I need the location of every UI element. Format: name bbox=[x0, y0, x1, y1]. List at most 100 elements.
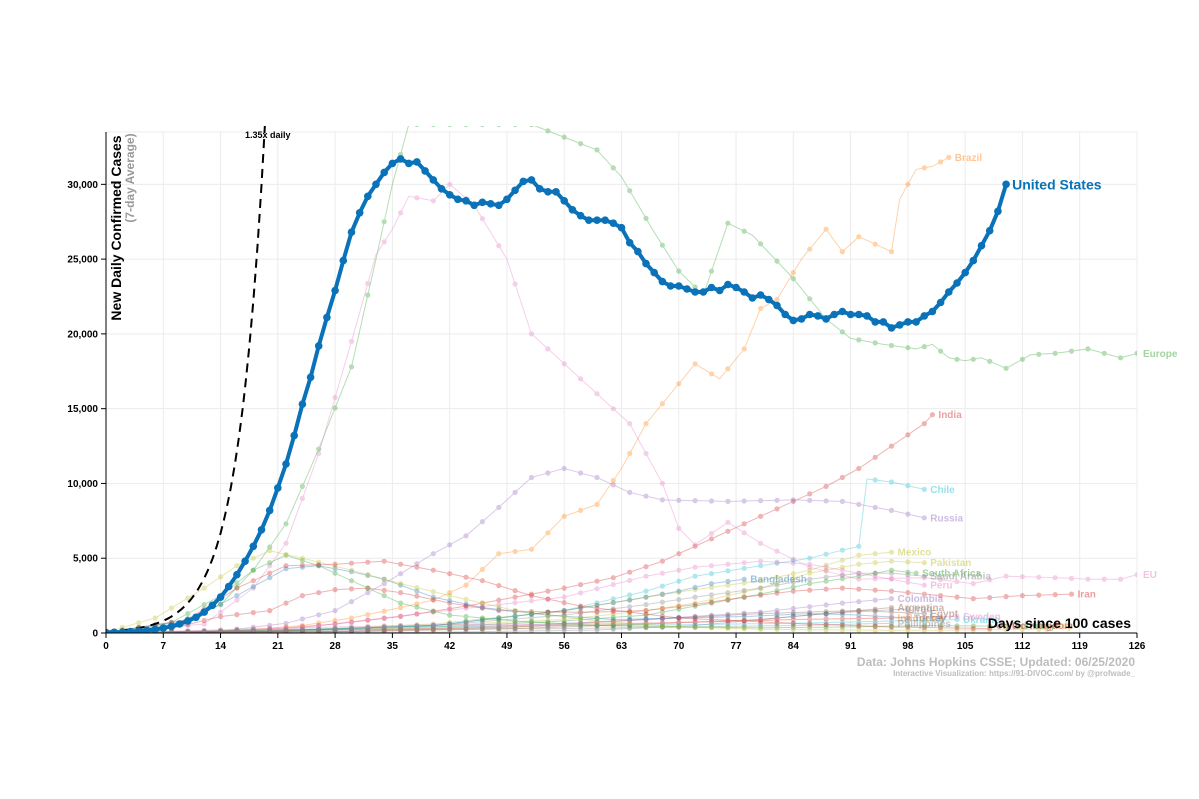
series-point bbox=[856, 501, 862, 507]
series-germany bbox=[106, 552, 1009, 633]
series-point bbox=[905, 483, 911, 489]
series-point bbox=[872, 627, 878, 633]
series-point bbox=[758, 616, 764, 623]
series-point bbox=[692, 594, 698, 600]
series-point bbox=[905, 181, 911, 187]
series-point bbox=[447, 607, 453, 613]
series-point bbox=[201, 617, 207, 624]
series-point bbox=[578, 620, 584, 626]
series-point bbox=[414, 623, 420, 629]
series-point bbox=[447, 621, 453, 627]
series-point bbox=[201, 621, 207, 627]
series-point bbox=[676, 268, 682, 274]
series-india bbox=[106, 412, 936, 633]
series-point bbox=[496, 243, 502, 249]
series-point bbox=[332, 617, 338, 624]
series-point bbox=[299, 625, 305, 631]
series-point bbox=[692, 619, 698, 625]
series-point bbox=[528, 610, 535, 616]
series-line-peru bbox=[106, 560, 925, 633]
series-point bbox=[594, 147, 600, 153]
series-point bbox=[758, 513, 764, 519]
series-point bbox=[609, 219, 618, 227]
series-point bbox=[463, 613, 469, 620]
series-point bbox=[136, 620, 142, 626]
series-point bbox=[218, 628, 224, 633]
series-point bbox=[610, 618, 616, 624]
series-point bbox=[250, 629, 256, 633]
series-point bbox=[790, 616, 796, 623]
series-point bbox=[234, 626, 240, 633]
series-point bbox=[267, 628, 273, 633]
series-point bbox=[970, 625, 976, 631]
series-point bbox=[805, 310, 814, 319]
series-point bbox=[218, 627, 224, 633]
series-point bbox=[594, 616, 600, 622]
x-tick-label: 112 bbox=[1014, 641, 1031, 652]
series-point bbox=[578, 507, 584, 513]
series-point bbox=[692, 498, 698, 504]
series-point bbox=[267, 575, 273, 581]
series-point bbox=[283, 540, 289, 546]
series-point bbox=[250, 630, 256, 633]
series-point bbox=[168, 629, 175, 633]
series-point bbox=[758, 585, 764, 591]
series-label-mexico: Mexico bbox=[898, 548, 932, 559]
series-point bbox=[888, 596, 895, 602]
series-point bbox=[414, 593, 420, 599]
series-point bbox=[201, 629, 207, 633]
series-point bbox=[283, 627, 289, 633]
series-point bbox=[512, 613, 518, 619]
series-point bbox=[643, 616, 649, 622]
series-point bbox=[872, 618, 878, 625]
series-point bbox=[479, 216, 485, 222]
series-point bbox=[348, 628, 355, 633]
series-point bbox=[807, 497, 813, 503]
series-point bbox=[610, 406, 616, 412]
series-point bbox=[774, 619, 780, 626]
series-point bbox=[741, 621, 747, 627]
series-point bbox=[339, 256, 348, 265]
series-line-indonesia bbox=[106, 617, 892, 633]
series-point bbox=[561, 622, 567, 629]
series-point bbox=[692, 284, 698, 290]
series-point bbox=[578, 619, 584, 626]
series-point bbox=[201, 628, 207, 633]
series-point bbox=[298, 400, 307, 409]
series-point bbox=[1019, 574, 1025, 580]
series-point bbox=[905, 345, 911, 351]
series-point bbox=[774, 588, 780, 594]
series-line-colombia bbox=[106, 598, 892, 633]
series-point bbox=[708, 621, 715, 627]
series-point bbox=[985, 226, 994, 235]
series-point bbox=[807, 621, 813, 627]
series-point bbox=[627, 592, 633, 598]
series-point bbox=[823, 616, 829, 622]
series-point bbox=[159, 624, 168, 632]
series-point bbox=[528, 626, 535, 632]
series-point bbox=[561, 625, 567, 632]
series-point bbox=[463, 625, 469, 632]
series-point bbox=[218, 613, 224, 620]
series-point bbox=[348, 338, 355, 344]
series-point bbox=[405, 159, 413, 168]
series-point bbox=[789, 316, 798, 325]
series-point bbox=[234, 628, 240, 633]
series-line-iran bbox=[106, 587, 1072, 633]
series-point bbox=[725, 519, 731, 525]
series-point bbox=[470, 201, 479, 210]
series-point bbox=[560, 197, 568, 205]
series-point bbox=[758, 609, 764, 615]
series-point bbox=[1118, 355, 1124, 361]
series-point bbox=[250, 626, 256, 632]
series-label-united-kingdom: United Kingdom bbox=[996, 621, 1073, 632]
series-point bbox=[725, 366, 731, 372]
series-line-italy bbox=[106, 550, 1047, 633]
series-point bbox=[758, 626, 764, 632]
series-point bbox=[267, 629, 273, 633]
series-point bbox=[625, 238, 634, 247]
series-point bbox=[741, 626, 747, 632]
series-point bbox=[1068, 575, 1075, 582]
series-point bbox=[938, 614, 944, 620]
series-point bbox=[519, 177, 528, 186]
